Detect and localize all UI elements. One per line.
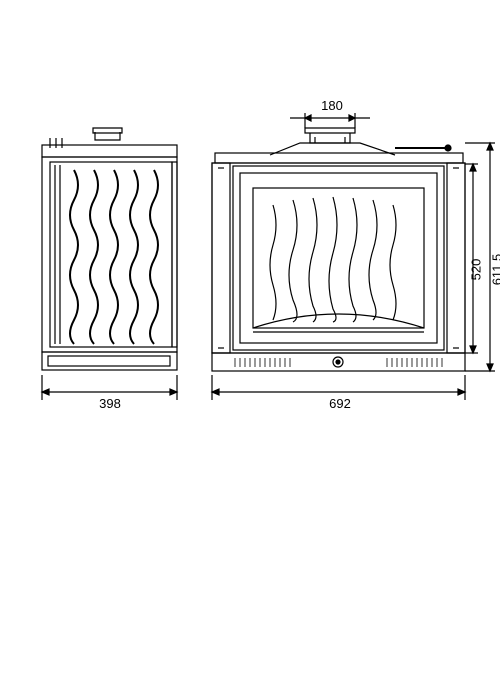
dim-inner-height: 520 — [469, 250, 484, 290]
side-view — [42, 128, 177, 400]
dim-depth: 398 — [90, 396, 130, 411]
dim-width: 692 — [320, 396, 360, 411]
dim-flue: 180 — [312, 98, 352, 113]
dim-overall-height: 611,5 — [490, 245, 500, 295]
front-view — [212, 113, 495, 400]
technical-drawing — [0, 0, 500, 700]
